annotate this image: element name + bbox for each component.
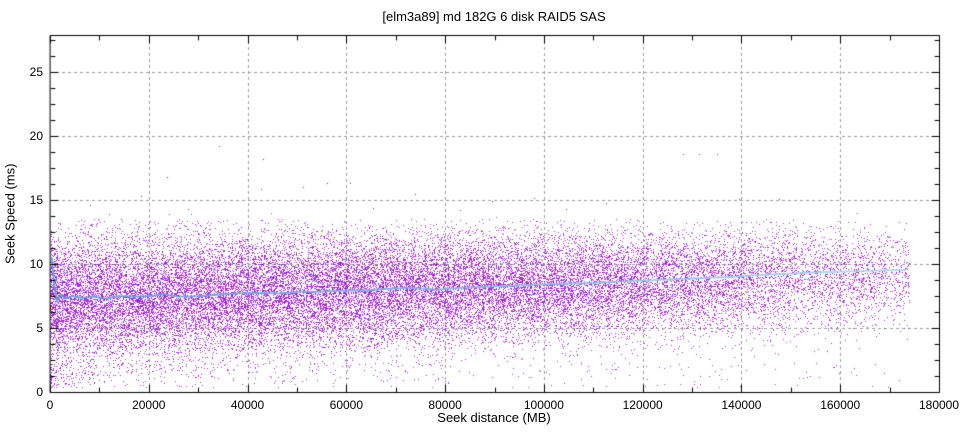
chart-title: [elm3a89] md 182G 6 disk RAID5 SAS xyxy=(382,9,606,24)
x-tick-label: 0 xyxy=(46,398,54,412)
y-tick-label: 25 xyxy=(29,65,43,80)
y-axis-label: Seek Speed (ms) xyxy=(2,163,18,264)
x-tick-label: 40000 xyxy=(230,398,265,412)
y-tick-label: 20 xyxy=(29,129,43,144)
y-tick-label: 10 xyxy=(29,257,43,272)
y-tick-label: 0 xyxy=(36,385,43,399)
x-tick-label: 120000 xyxy=(622,398,663,412)
x-tick-label: 100000 xyxy=(523,398,564,412)
x-axis-label: Seek distance (MB) xyxy=(437,410,551,425)
x-tick-label: 80000 xyxy=(428,398,462,412)
x-tick-label: 60000 xyxy=(329,398,364,412)
y-tick-label: 5 xyxy=(36,321,43,336)
y-tick-label: 15 xyxy=(29,193,43,208)
x-tick-label: 20000 xyxy=(132,398,166,412)
x-tick-label: 160000 xyxy=(820,398,861,412)
x-tick-label: 180000 xyxy=(918,398,960,412)
x-tick-label: 140000 xyxy=(721,398,762,412)
